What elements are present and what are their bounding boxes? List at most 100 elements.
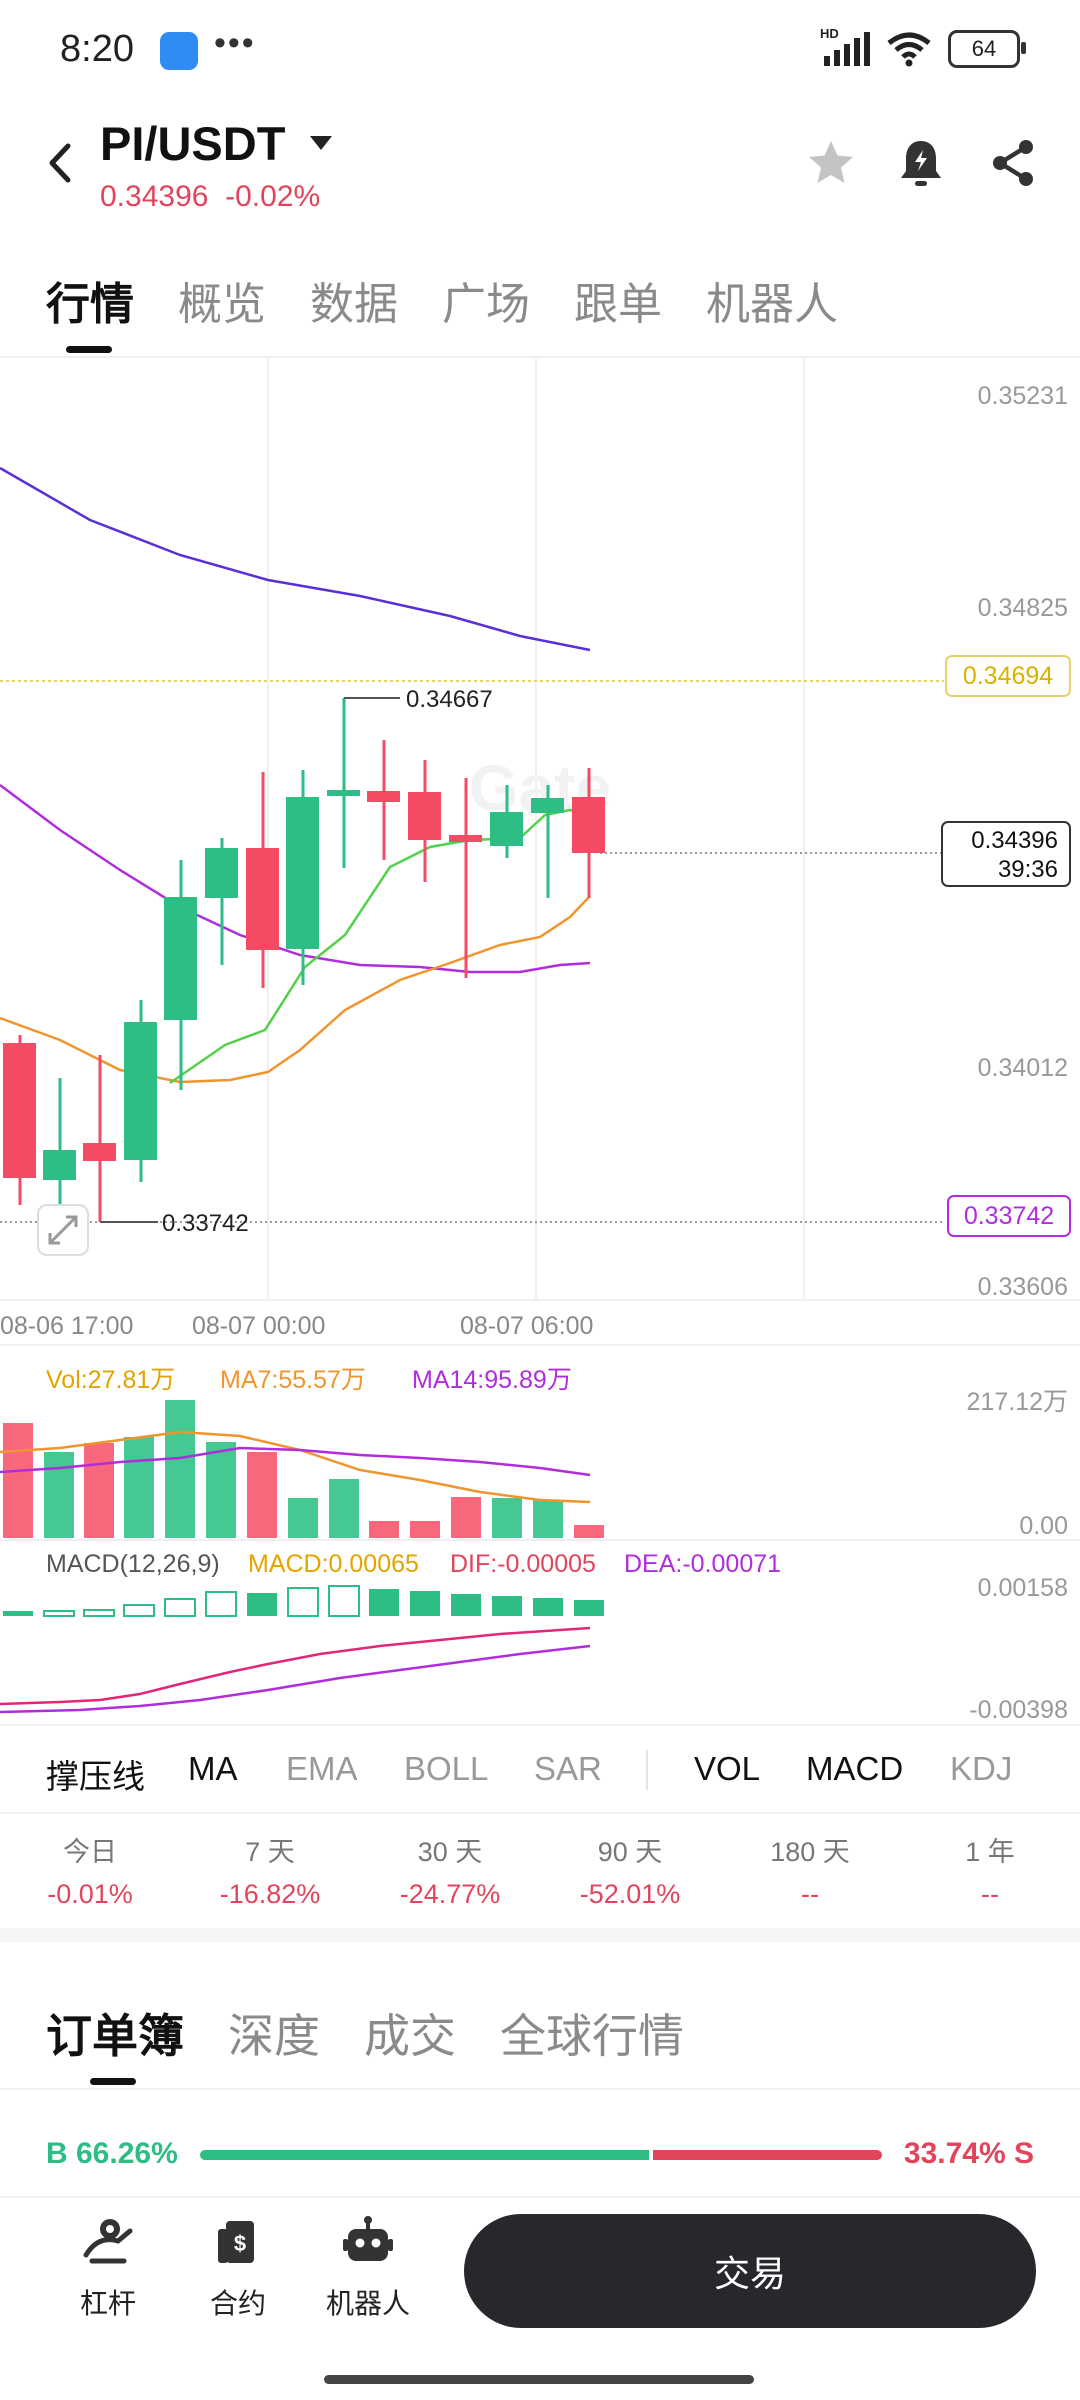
indicator-sar[interactable]: SAR: [534, 1750, 602, 1787]
kline-chart[interactable]: 0.35231 0.34825 0.34012 0.33606 Gate: [0, 356, 1080, 1730]
signal-icon: HD: [820, 26, 870, 66]
status-time: 8:20: [60, 28, 134, 70]
home-indicator[interactable]: [324, 2375, 754, 2384]
tab-market[interactable]: 行情: [46, 280, 134, 329]
nav-leverage[interactable]: 杠杆: [58, 2215, 158, 2322]
last-price: 0.34396: [100, 180, 209, 213]
period-stat: 180 天 --: [770, 1837, 850, 1909]
candle: [367, 791, 400, 802]
divider-line: [0, 1812, 1080, 1814]
price-axis-label: 0.34012: [978, 1054, 1068, 1082]
tab-active-indicator: [66, 346, 112, 353]
period-change-stats: 今日 -0.01% 7 天 -16.82% 30 天 -24.77% 90 天 -52.…: [0, 1830, 1080, 1920]
vol-ma14-line: [0, 1446, 591, 1477]
candle: [205, 848, 238, 898]
indicator-ema[interactable]: EMA: [286, 1750, 358, 1787]
buy-ratio: B 66.26%: [46, 2137, 178, 2170]
price-axis-bottom: 0.33606: [978, 1273, 1068, 1301]
macd-value: MACD:0.00065: [248, 1550, 419, 1578]
sell-ratio-fill: [653, 2150, 882, 2160]
more-notifications-icon: •••: [214, 24, 256, 62]
macd-axis-top: 0.00158: [978, 1574, 1068, 1602]
divider-line: [0, 2088, 1080, 2090]
pair-title[interactable]: PI/USDT: [100, 117, 286, 170]
tab-global-market[interactable]: 全球行情: [500, 2010, 684, 2062]
orderbook-tabs: 订单簿 深度 成交 全球行情: [46, 2000, 728, 2066]
macd-axis-bottom: -0.00398: [969, 1696, 1068, 1724]
macd-histogram: [3, 1585, 604, 1617]
market-tabs: 行情 概览 数据 广场 跟单 机器人: [46, 268, 882, 332]
candle: [246, 848, 279, 950]
star-icon[interactable]: [806, 138, 856, 188]
tab-overview[interactable]: 概览: [178, 280, 266, 329]
indicator-ma[interactable]: MA: [188, 1750, 238, 1787]
tab-depth[interactable]: 深度: [228, 2010, 320, 2062]
divider-line: [0, 2196, 1080, 2198]
vol-axis-bottom: 0.00: [1019, 1512, 1068, 1540]
price-axis-top: 0.35231: [978, 382, 1068, 410]
nav-robot[interactable]: 机器人: [318, 2215, 418, 2322]
buy-ratio-fill: [200, 2150, 649, 2160]
indicator-kdj[interactable]: KDJ: [950, 1750, 1013, 1787]
nav-contract[interactable]: $ 合约: [188, 2215, 288, 2322]
tab-data[interactable]: 数据: [310, 280, 398, 329]
period-stat: 今日 -0.01%: [47, 1837, 133, 1909]
low-price-label: 0.33742: [162, 1210, 249, 1237]
tab-square[interactable]: 广场: [442, 280, 530, 329]
nav-leverage-label: 杠杆: [79, 2288, 136, 2319]
high-price-label: 0.34667: [406, 686, 493, 713]
macd-dif: DIF:-0.00005: [450, 1550, 596, 1578]
nav-contract-label: 合约: [209, 2288, 266, 2319]
indicator-boll[interactable]: BOLL: [404, 1750, 489, 1787]
indicator-macd[interactable]: MACD: [806, 1750, 904, 1787]
back-icon[interactable]: [46, 140, 76, 186]
current-price-tag: 0.34396: [971, 827, 1058, 854]
candle: [572, 797, 605, 853]
app-notification-icon: [160, 32, 198, 70]
svg-text:$: $: [234, 2231, 246, 2256]
caret-down-icon[interactable]: [308, 134, 334, 152]
indicator-vol[interactable]: VOL: [694, 1750, 761, 1787]
indicator-bar: 撑压线 MA EMA BOLL SAR VOL MACD KDJ: [0, 1730, 1080, 1810]
section-divider: [0, 1928, 1080, 1942]
battery-icon: 64: [948, 30, 1026, 68]
leverage-icon: [83, 2219, 133, 2264]
indicator-divider: [646, 1750, 648, 1790]
candle: [83, 1143, 116, 1161]
tab-orderbook[interactable]: 订单簿: [46, 2010, 184, 2062]
nav-robot-label: 机器人: [325, 2288, 410, 2319]
fullscreen-icon[interactable]: [37, 1204, 89, 1256]
candle: [327, 790, 360, 796]
sell-ratio: 33.74% S: [903, 2137, 1034, 2170]
candle: [124, 1022, 157, 1160]
tab-trades[interactable]: 成交: [364, 2010, 456, 2062]
trade-button[interactable]: 交易: [464, 2214, 1036, 2328]
period-stat: 90 天 -52.01%: [579, 1837, 681, 1909]
macd-dif-line: [0, 1626, 591, 1706]
macd-dea: DEA:-0.00071: [624, 1550, 781, 1578]
vol-axis-top: 217.12万: [967, 1388, 1068, 1416]
ma-long-line: [0, 466, 591, 652]
price-tag-yellow: 0.34694: [963, 662, 1053, 690]
tab-copy-trade[interactable]: 跟单: [574, 280, 662, 329]
volume-bars: [3, 1400, 604, 1538]
vol-label: Vol:27.81万: [46, 1366, 175, 1394]
candle: [531, 798, 564, 813]
vol-ma14-label: MA14:95.89万: [412, 1366, 572, 1394]
period-stat: 7 天 -16.82%: [219, 1837, 321, 1909]
candle-countdown: 39:36: [998, 856, 1058, 883]
tab-robot[interactable]: 机器人: [706, 280, 838, 329]
candle: [286, 797, 319, 949]
share-icon[interactable]: [990, 138, 1036, 188]
alert-bell-icon[interactable]: [898, 138, 944, 190]
candle: [43, 1150, 76, 1180]
candle: [490, 812, 523, 846]
price-tag-purple: 0.33742: [964, 1202, 1054, 1230]
period-stat: 30 天 -24.77%: [399, 1837, 501, 1909]
vol-ma7-label: MA7:55.57万: [220, 1366, 366, 1394]
period-stat: 1 年 --: [965, 1837, 1015, 1909]
ma-slow-line: [0, 784, 591, 974]
indicator-support-resistance[interactable]: 撑压线: [46, 1758, 145, 1795]
time-axis-label: 08-06 17:00: [0, 1312, 133, 1340]
macd-title: MACD(12,26,9): [46, 1550, 220, 1578]
